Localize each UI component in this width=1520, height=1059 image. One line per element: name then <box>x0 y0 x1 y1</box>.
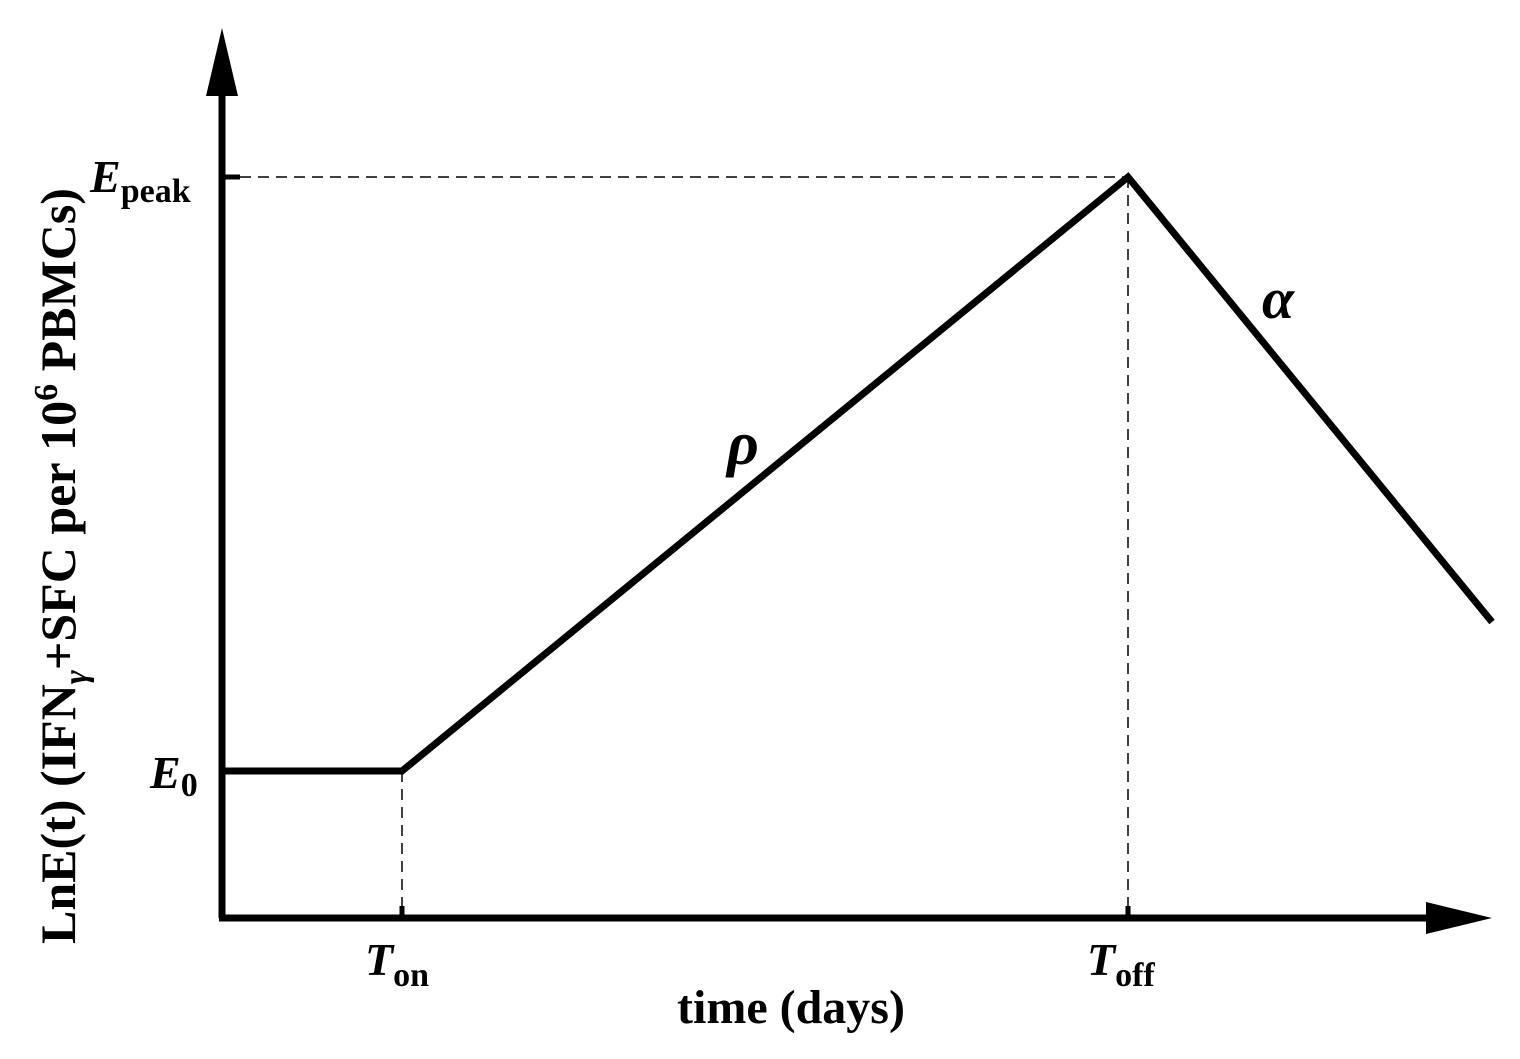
e-0-label: E0 <box>149 747 198 804</box>
y-axis-title-exponent: 6 <box>28 384 65 401</box>
y-axis-title-suffix: PBMCs) <box>30 188 86 384</box>
t-off-sub: off <box>1115 957 1155 994</box>
x-axis-title: time (days) <box>677 981 905 1034</box>
t-on-sub: on <box>393 957 429 994</box>
e-peak-label: Epeak <box>89 151 191 210</box>
x-axis-arrowhead <box>1426 902 1492 934</box>
t-off-main: T <box>1087 934 1117 985</box>
y-axis-title: LnE(t) (IFNγ+SFC per 106 PBMCs) <box>28 188 95 944</box>
e-peak-sub: peak <box>121 173 191 210</box>
response-curve <box>222 172 1495 775</box>
rho-label: ρ <box>725 410 759 478</box>
y-axis-title-prefix: LnE(t) (IFN <box>30 684 86 944</box>
e-0-main: E <box>149 747 181 798</box>
t-on-label: Ton <box>365 934 429 994</box>
e-0-sub: 0 <box>181 767 198 804</box>
alpha-label: α <box>1262 266 1295 331</box>
t-on-main: T <box>365 934 395 985</box>
e-peak-main: E <box>89 151 121 202</box>
y-axis-title-gamma: γ <box>58 669 95 684</box>
y-axis-title-middle: +SFC per 10 <box>30 401 86 670</box>
t-off-label: Toff <box>1087 934 1155 994</box>
y-axis-arrowhead <box>206 28 238 96</box>
